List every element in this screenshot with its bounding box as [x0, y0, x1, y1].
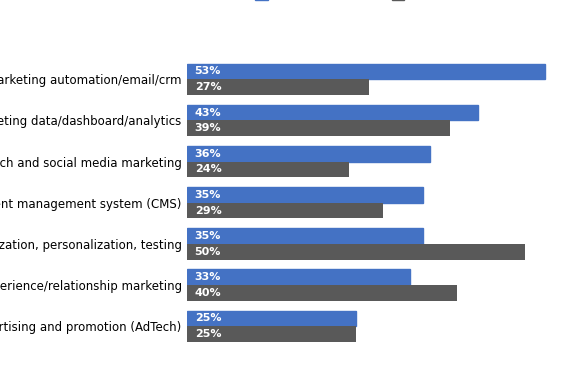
Text: 36%: 36% [195, 149, 222, 159]
Bar [187, 161, 349, 177]
Text: 35%: 35% [195, 190, 221, 200]
Bar [187, 64, 545, 79]
Text: 27%: 27% [195, 82, 222, 92]
Bar [187, 269, 410, 285]
Text: 53%: 53% [195, 67, 221, 76]
Bar [187, 79, 369, 95]
Bar [187, 311, 356, 326]
Bar [187, 228, 423, 244]
Bar [187, 244, 525, 260]
Bar [187, 285, 457, 301]
Bar [187, 326, 356, 342]
Legend: Most Effective, Most Difficult: Most Effective, Most Difficult [253, 0, 499, 5]
Bar [187, 146, 430, 161]
Text: 50%: 50% [195, 247, 221, 257]
Text: 35%: 35% [195, 231, 221, 241]
Text: 29%: 29% [195, 206, 222, 215]
Bar [187, 105, 477, 121]
Text: 43%: 43% [195, 108, 222, 118]
Text: 24%: 24% [195, 164, 222, 174]
Bar [187, 121, 451, 136]
Bar [187, 187, 423, 203]
Text: 39%: 39% [195, 123, 222, 133]
Text: 33%: 33% [195, 272, 221, 282]
Text: 40%: 40% [195, 288, 222, 298]
Text: 25%: 25% [195, 314, 221, 323]
Text: 25%: 25% [195, 329, 221, 339]
Bar [187, 203, 383, 218]
